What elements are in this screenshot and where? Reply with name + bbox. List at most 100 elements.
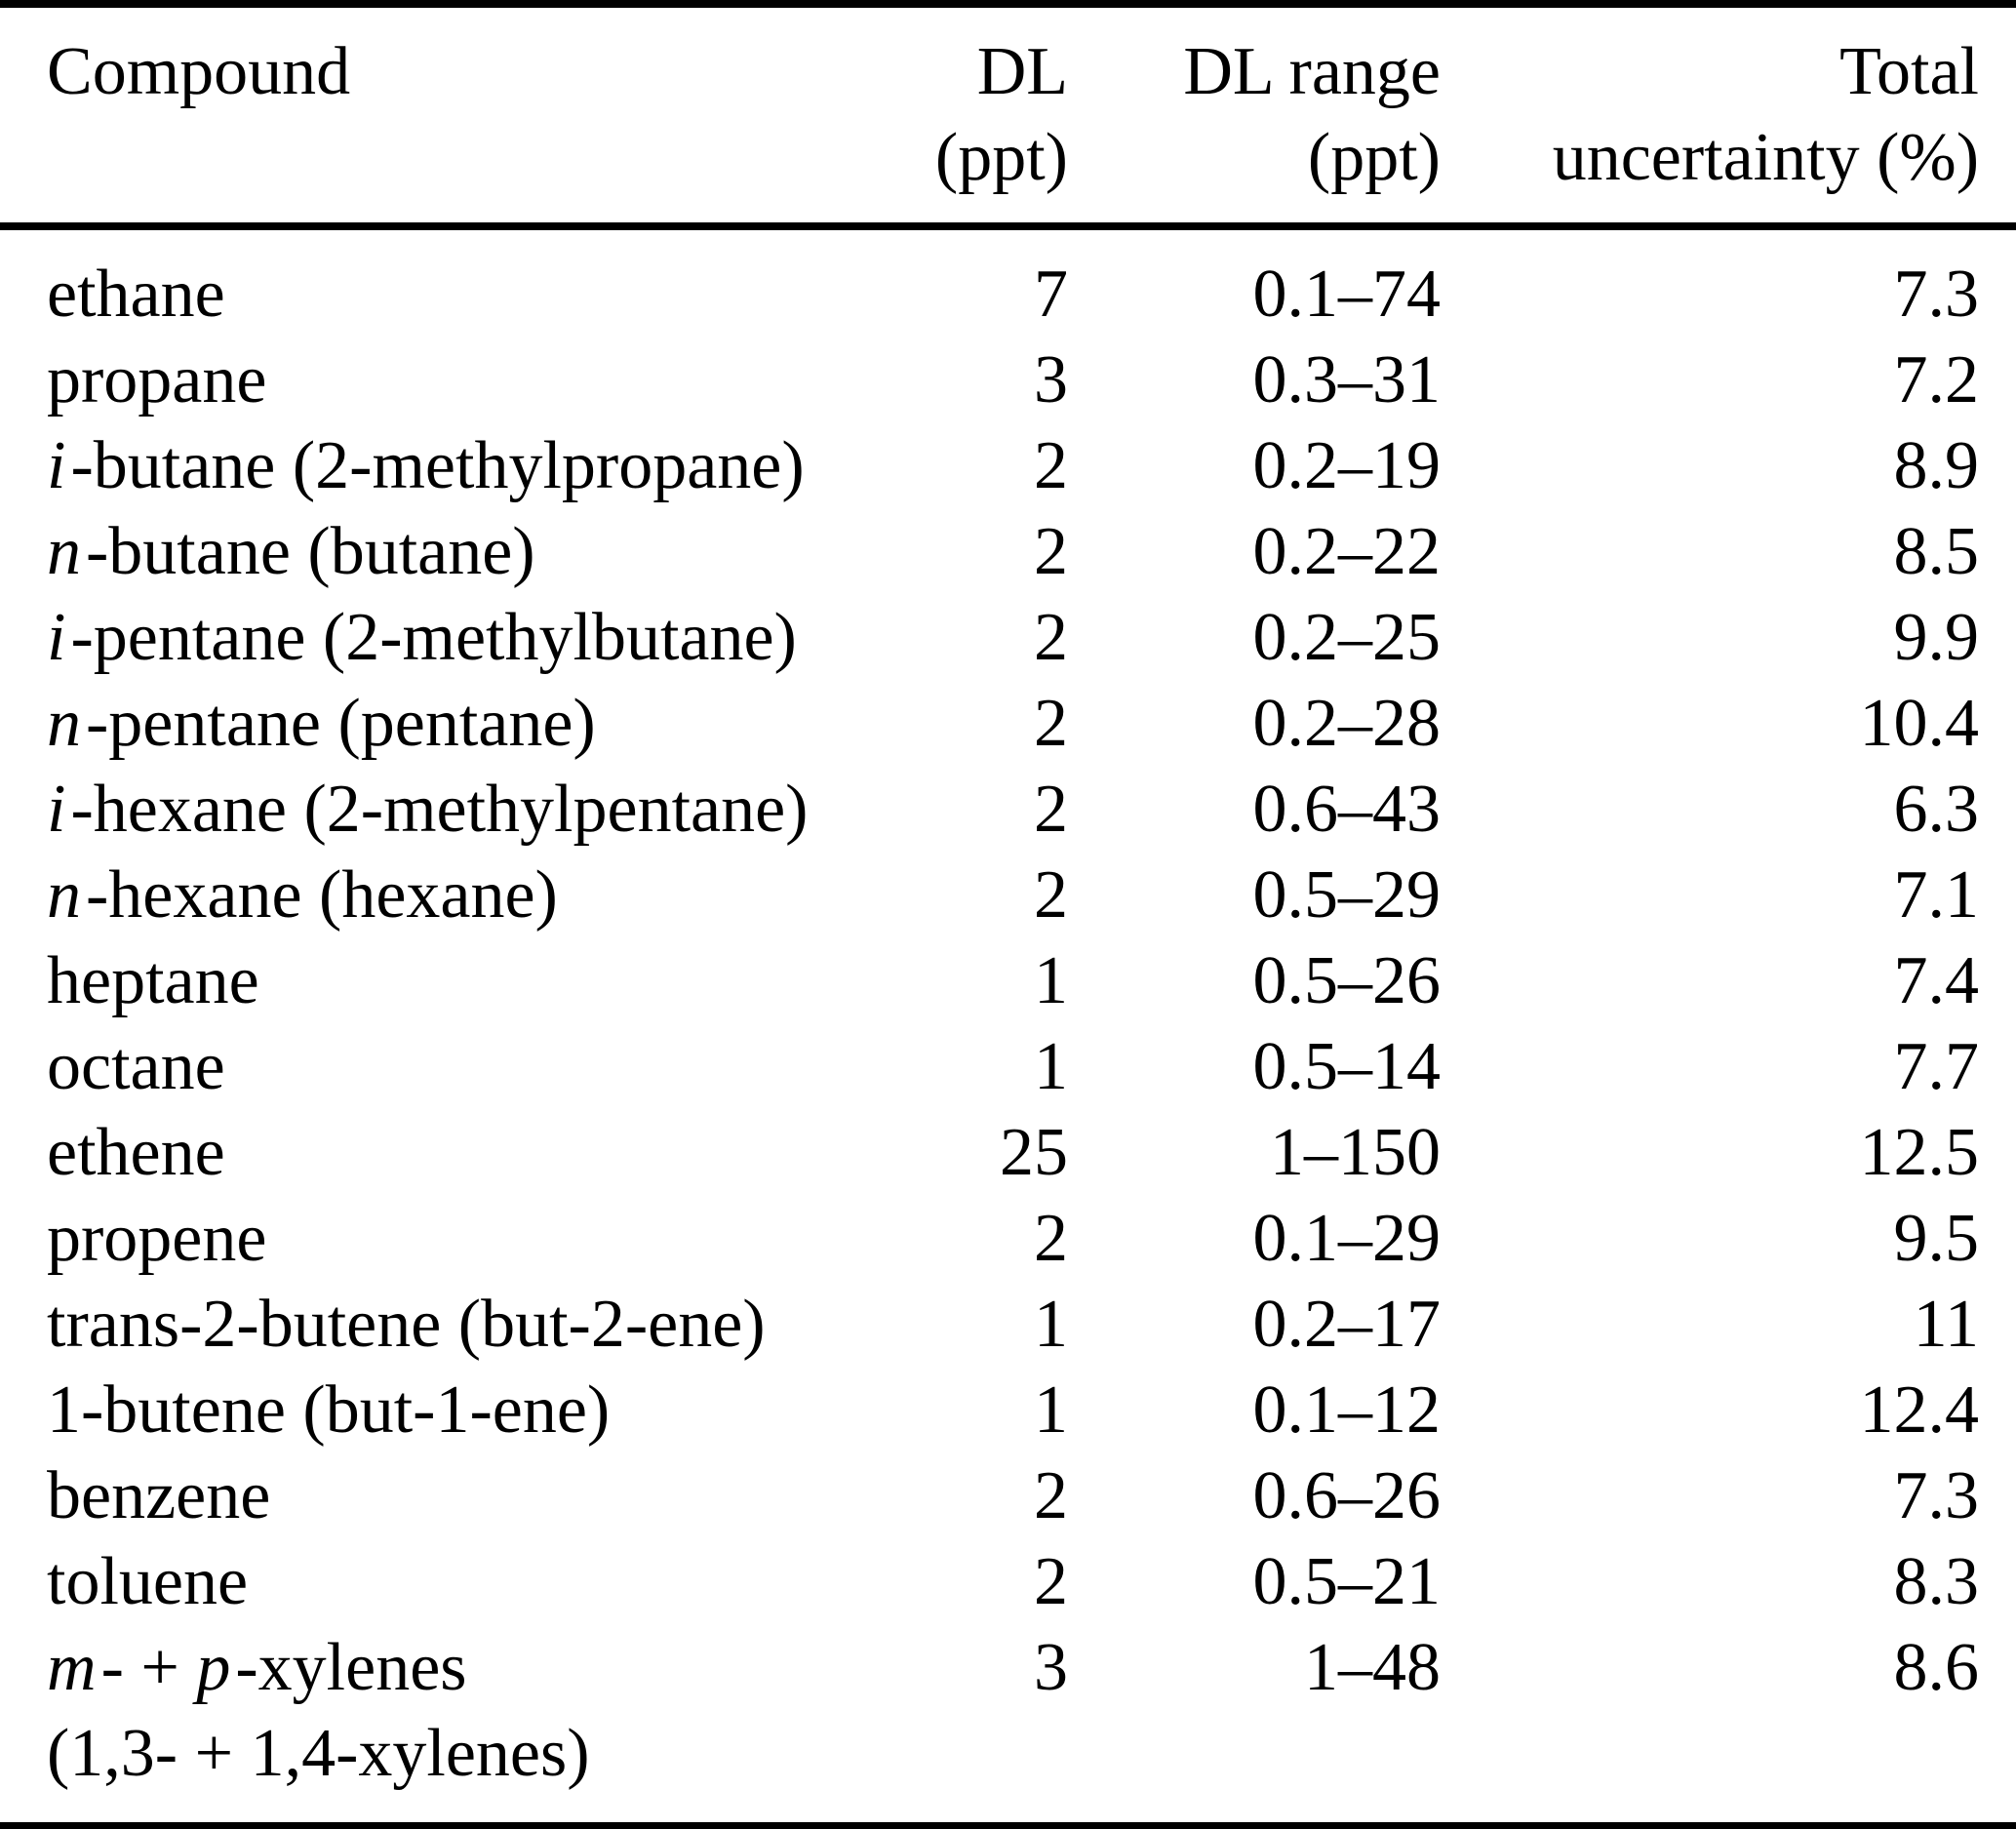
compound-text: -hexane (2-methylpentane): [70, 772, 809, 847]
compound-prefix-italic: n: [47, 686, 81, 761]
compound-cell: ethane: [0, 226, 927, 338]
compound-name: ethene: [47, 1110, 927, 1196]
table-row: toluene 2 0.5–21 8.3: [0, 1539, 2016, 1625]
compound-prefix-italic: i: [47, 428, 66, 503]
dl-range-cell: 0.1–29: [1252, 1201, 1442, 1276]
table-row: octane 1 0.5–14 7.7: [0, 1024, 2016, 1110]
compound-prefix-italic: m: [47, 1630, 97, 1705]
dl-cell: 2: [1034, 600, 1068, 675]
table-row: heptane 1 0.5–26 7.4: [0, 938, 2016, 1024]
dl-range-cell: 0.2–22: [1252, 514, 1442, 589]
compound-cell: ethene: [0, 1110, 927, 1196]
compound-name: heptane: [47, 938, 927, 1024]
dl-cell: 2: [1034, 514, 1068, 589]
compound-name: i-butane (2-methylpropane): [47, 423, 927, 509]
table-row: i-hexane (2-methylpentane) 2 0.6–43 6.3: [0, 767, 2016, 853]
dl-range-cell: 0.1–74: [1252, 257, 1442, 332]
dl-range-cell: 0.5–26: [1252, 943, 1442, 1018]
compound-name: benzene: [47, 1453, 927, 1539]
uncertainty-cell: 11: [1913, 1287, 1979, 1362]
dl-cell: 2: [1034, 686, 1068, 761]
dl-range-cell: 0.3–31: [1252, 342, 1442, 417]
compound-name: m- + p-xylenes: [47, 1625, 927, 1711]
dl-cell: 1: [1034, 1372, 1068, 1448]
dl-range-cell: 0.6–26: [1252, 1458, 1442, 1533]
uncertainty-cell: 12.5: [1859, 1115, 1980, 1190]
dl-cell: 3: [1034, 342, 1068, 417]
header-label-uncertainty-line2: uncertainty (%): [1552, 120, 1979, 195]
uncertainty-cell: 7.1: [1893, 857, 1980, 933]
dl-range-cell: 0.5–14: [1252, 1029, 1442, 1104]
header-label-uncertainty-line1: Total: [1839, 34, 1979, 109]
compound-cell: trans-2-butene (but-2-ene): [0, 1282, 927, 1368]
header-unit-dl: (ppt): [934, 120, 1068, 195]
header-unit-dl-range: (ppt): [1307, 120, 1441, 195]
compound-cell: octane: [0, 1024, 927, 1110]
dl-range-cell: 0.2–25: [1252, 600, 1442, 675]
uncertainty-cell: 7.7: [1893, 1029, 1980, 1104]
compound-cell: propene: [0, 1196, 927, 1282]
compound-name: trans-2-butene (but-2-ene): [47, 1282, 927, 1368]
compound-cell: n-pentane (pentane): [0, 681, 927, 767]
dl-range-cell: 0.5–29: [1252, 857, 1442, 933]
dl-cell: 2: [1034, 857, 1068, 933]
compound-name: i-pentane (2-methylbutane): [47, 595, 927, 681]
compound-prefix-italic: p: [196, 1630, 231, 1705]
compound-prefix-italic: i: [47, 772, 66, 847]
dl-cell: 7: [1034, 257, 1068, 332]
table-row: trans-2-butene (but-2-ene) 1 0.2–17 11: [0, 1282, 2016, 1368]
dl-range-cell: 1–48: [1304, 1630, 1441, 1705]
compound-name: n-pentane (pentane): [47, 681, 927, 767]
dl-range-cell: 1–150: [1270, 1115, 1441, 1190]
compound-cell: m- + p-xylenes (1,3- + 1,4-xylenes): [0, 1625, 927, 1826]
compound-text: heptane: [47, 943, 259, 1018]
table-row: n-butane (butane) 2 0.2–22 8.5: [0, 509, 2016, 595]
compound-cell: i-butane (2-methylpropane): [0, 423, 927, 509]
table-row: benzene 2 0.6–26 7.3: [0, 1453, 2016, 1539]
compound-cell: benzene: [0, 1453, 927, 1539]
compound-text: -pentane (2-methylbutane): [70, 600, 797, 675]
compound-prefix-italic: i: [47, 600, 66, 675]
dl-range-cell: 0.6–43: [1252, 772, 1442, 847]
dl-cell: 2: [1034, 1458, 1068, 1533]
uncertainty-cell: 7.4: [1893, 943, 1980, 1018]
dl-cell: 25: [1000, 1115, 1068, 1190]
compound-name: propane: [47, 338, 927, 423]
dl-range-cell: 0.2–28: [1252, 686, 1442, 761]
dl-cell: 1: [1034, 1287, 1068, 1362]
uncertainty-cell: 7.3: [1893, 1458, 1980, 1533]
compound-name: octane: [47, 1024, 927, 1110]
uncertainty-cell: 8.9: [1893, 428, 1980, 503]
table-row: ethene 25 1–150 12.5: [0, 1110, 2016, 1196]
table-header: Compound DL (ppt) DL range (ppt) Total u…: [0, 4, 2016, 230]
table-row: n-pentane (pentane) 2 0.2–28 10.4: [0, 681, 2016, 767]
compound-name: ethane: [47, 252, 927, 338]
compound-text: toluene: [47, 1544, 249, 1619]
compound-text: -pentane (pentane): [86, 686, 596, 761]
compound-prefix-italic: n: [47, 514, 81, 589]
dl-range-cell: 0.1–12: [1252, 1372, 1442, 1448]
uncertainty-cell: 8.6: [1893, 1630, 1980, 1705]
compound-text: - +: [100, 1630, 197, 1705]
compound-text: ethane: [47, 257, 225, 332]
column-header-dl: DL (ppt): [927, 4, 1068, 230]
compound-cell: i-hexane (2-methylpentane): [0, 767, 927, 853]
compound-text: propane: [47, 342, 267, 417]
header-label-dl-range: DL range: [1183, 34, 1441, 109]
compound-name: i-hexane (2-methylpentane): [47, 767, 927, 853]
dl-range-cell: 0.2–19: [1252, 428, 1442, 503]
compound-cell: heptane: [0, 938, 927, 1024]
uncertainty-cell: 7.3: [1893, 257, 1980, 332]
compound-text: propene: [47, 1201, 267, 1276]
compound-name: 1-butene (but-1-ene): [47, 1368, 927, 1453]
dl-cell: 2: [1034, 428, 1068, 503]
dl-cell: 2: [1034, 1544, 1068, 1619]
compound-text: -butane (butane): [86, 514, 535, 589]
compound-name: toluene: [47, 1539, 927, 1625]
compound-text: (1,3- + 1,4-xylenes): [47, 1716, 590, 1791]
table-row: 1-butene (but-1-ene) 1 0.1–12 12.4: [0, 1368, 2016, 1453]
uncertainty-cell: 12.4: [1859, 1372, 1980, 1448]
table-row: m- + p-xylenes (1,3- + 1,4-xylenes) 3 1–48 8…: [0, 1625, 2016, 1826]
